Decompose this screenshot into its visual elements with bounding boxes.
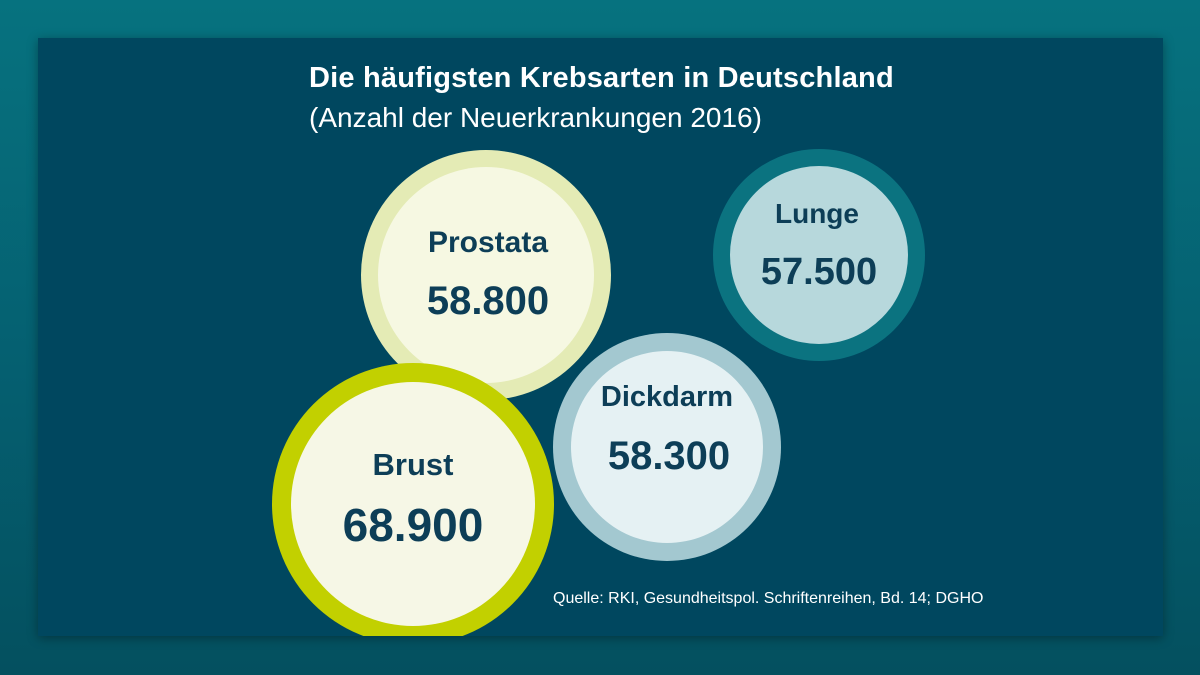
bubble-lunge: Lunge 57.500 (713, 149, 925, 361)
bubble-prostata-core (378, 167, 594, 383)
chart-subtitle: (Anzahl der Neuerkrankungen 2016) (309, 102, 762, 133)
bubble-dickdarm: Dickdarm 58.300 (553, 333, 781, 561)
infographic-card: Die häufigsten Krebsarten in Deutschland… (38, 38, 1163, 636)
bubble-dickdarm-label: Dickdarm (601, 381, 733, 413)
bubble-lunge-core (730, 166, 908, 344)
bubble-brust-label: Brust (373, 447, 454, 482)
bubble-brust-value: 68.900 (343, 499, 484, 551)
source-note: Quelle: RKI, Gesundheitspol. Schriftenre… (553, 590, 984, 607)
bubble-prostata: Prostata 58.800 (361, 150, 611, 400)
chart-title: Die häufigsten Krebsarten in Deutschland (309, 62, 894, 94)
bubble-lunge-label: Lunge (775, 198, 859, 229)
bubble-brust-core (291, 382, 535, 626)
bubble-prostata-value: 58.800 (427, 279, 549, 323)
bubble-dickdarm-core (571, 351, 763, 543)
bubble-prostata-label: Prostata (428, 226, 548, 259)
bubble-brust: Brust 68.900 (272, 363, 554, 636)
bubble-chart: Prostata 58.800 Lunge 57.500 Dickdarm 58… (272, 149, 925, 636)
bubble-dickdarm-value: 58.300 (608, 434, 730, 478)
bubble-lunge-value: 57.500 (761, 251, 877, 293)
